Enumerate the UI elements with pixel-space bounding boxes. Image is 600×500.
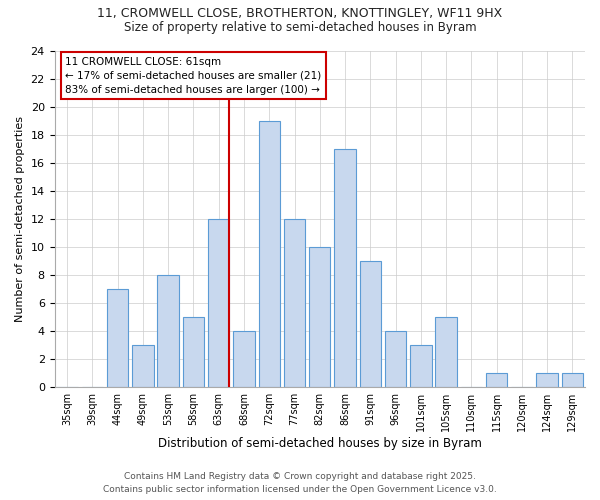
Bar	[486, 374, 508, 388]
Bar	[284, 220, 305, 388]
Bar	[309, 248, 331, 388]
Bar	[183, 318, 204, 388]
Bar	[385, 332, 406, 388]
Bar	[536, 374, 558, 388]
Text: 11 CROMWELL CLOSE: 61sqm
← 17% of semi-detached houses are smaller (21)
83% of s: 11 CROMWELL CLOSE: 61sqm ← 17% of semi-d…	[65, 56, 322, 94]
Text: Size of property relative to semi-detached houses in Byram: Size of property relative to semi-detach…	[124, 22, 476, 35]
Bar	[233, 332, 255, 388]
Bar	[334, 150, 356, 388]
Bar	[107, 290, 128, 388]
Bar	[132, 346, 154, 388]
Bar	[259, 122, 280, 388]
Y-axis label: Number of semi-detached properties: Number of semi-detached properties	[15, 116, 25, 322]
Text: Contains HM Land Registry data © Crown copyright and database right 2025.
Contai: Contains HM Land Registry data © Crown c…	[103, 472, 497, 494]
Bar	[562, 374, 583, 388]
Bar	[157, 276, 179, 388]
Bar	[208, 220, 229, 388]
Bar	[436, 318, 457, 388]
Bar	[410, 346, 431, 388]
X-axis label: Distribution of semi-detached houses by size in Byram: Distribution of semi-detached houses by …	[158, 437, 482, 450]
Text: 11, CROMWELL CLOSE, BROTHERTON, KNOTTINGLEY, WF11 9HX: 11, CROMWELL CLOSE, BROTHERTON, KNOTTING…	[97, 8, 503, 20]
Bar	[359, 262, 381, 388]
